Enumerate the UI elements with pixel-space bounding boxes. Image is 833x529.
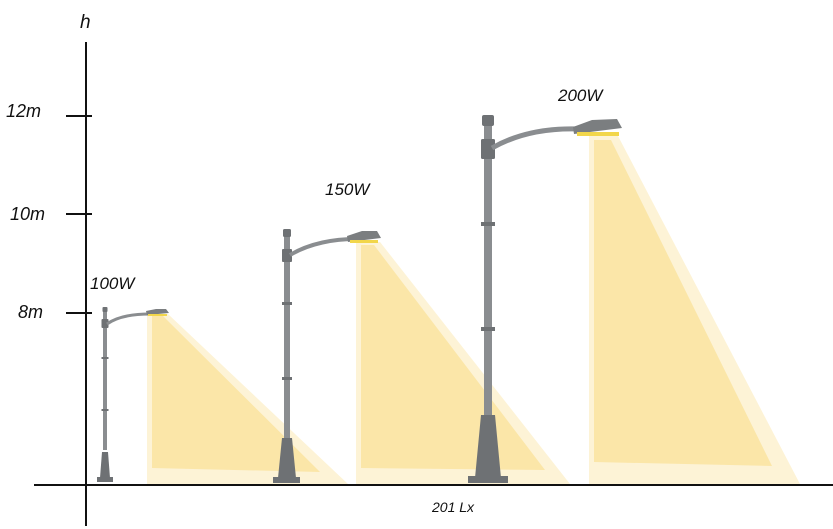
pole-foot: [97, 477, 113, 482]
pole-joint: [101, 409, 109, 411]
wattage-label-200w: 200W: [557, 86, 604, 105]
pole-arm: [490, 126, 581, 151]
pole-arm: [288, 237, 356, 257]
lamp-head: [347, 231, 381, 242]
tick-label-10m: 10m: [10, 204, 45, 224]
pole-joint: [101, 357, 109, 359]
wattage-label-100w: 100W: [90, 274, 136, 293]
pole-cap: [102, 307, 108, 312]
pole-base: [278, 438, 296, 478]
beam-150w-inner: [361, 245, 545, 470]
pole-cap: [482, 115, 494, 126]
pole-base: [100, 452, 110, 478]
pole-collar: [282, 249, 292, 262]
tick-label-8m: 8m: [18, 302, 43, 322]
street-light-100w: [97, 307, 169, 482]
pole-foot: [468, 476, 508, 483]
axis-label-h: h: [80, 12, 91, 33]
lamp-glow: [577, 132, 619, 136]
pole-foot: [273, 477, 300, 483]
lamp-head: [573, 119, 622, 134]
pole-arm: [106, 312, 151, 326]
axes: [34, 42, 833, 526]
beam-100w-inner: [152, 316, 320, 472]
tick-label-12m: 12m: [6, 101, 41, 121]
pole-collar: [481, 139, 495, 159]
street-light-200w: [468, 115, 622, 483]
pole-shaft: [103, 310, 107, 450]
pole-joint: [282, 302, 292, 305]
beam-200w-inner: [594, 140, 772, 466]
wattage-label-150w: 150W: [325, 180, 371, 199]
pole-shaft: [484, 122, 492, 418]
pole-shaft: [284, 235, 290, 440]
illuminance-label: 201 Lx: [431, 499, 475, 515]
lamp-glow: [350, 240, 378, 243]
pole-base: [475, 415, 501, 478]
pole-joint: [282, 377, 292, 380]
pole-collar: [101, 319, 109, 328]
light-beams: [147, 136, 800, 484]
pole-cap: [283, 229, 291, 237]
lamp-head: [146, 309, 169, 315]
street-light-150w: [273, 229, 381, 483]
pole-joint: [481, 222, 495, 226]
lamp-glow: [148, 314, 167, 316]
pole-joint: [481, 327, 495, 331]
